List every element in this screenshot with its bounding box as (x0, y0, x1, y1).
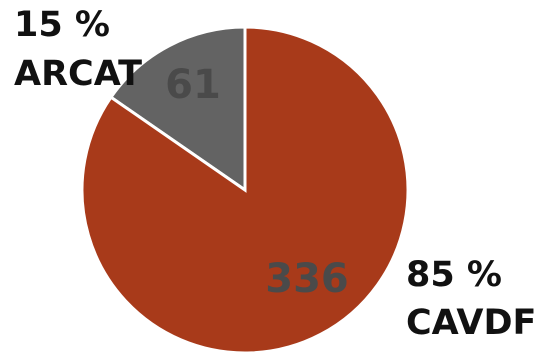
pie-slices (80, 25, 410, 355)
category-label-arcat: ARCAT (14, 54, 142, 94)
percent-label-arcat: 15 % (14, 5, 110, 45)
pie-slice-cavdf (80, 25, 410, 355)
category-label-cavdf: CAVDF (406, 303, 536, 343)
value-label-arcat: 61 (165, 62, 221, 108)
pie-slice-arcat (108, 25, 247, 193)
percent-label-cavdf: 85 % (406, 255, 502, 295)
value-label-cavdf: 336 (265, 256, 349, 302)
